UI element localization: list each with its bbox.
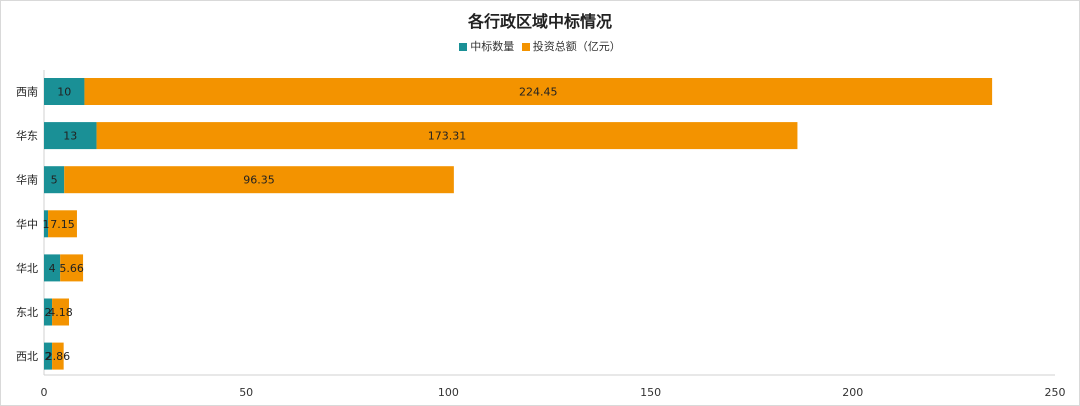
data-label-bid-count-2: 5 (51, 174, 58, 187)
x-tick-label-1: 50 (239, 386, 253, 399)
bar-investment-2 (64, 166, 454, 194)
data-label-bid-count-6: 2 (45, 350, 52, 363)
bar-investment-1 (96, 122, 798, 150)
x-tick-label-5: 250 (1045, 386, 1066, 399)
legend-item-bid-count[interactable]: 中标数量 (459, 38, 514, 54)
category-label-4: 华北 (16, 261, 38, 275)
data-label-investment-1: 173.31 (428, 130, 467, 143)
bar-bid-count-4 (44, 254, 61, 282)
legend-label-bid-count: 中标数量 (470, 40, 515, 53)
bar-bid-count-6 (44, 342, 53, 370)
bar-investment-4 (60, 254, 84, 282)
data-label-bid-count-0: 10 (57, 86, 71, 99)
x-tick-label-2: 100 (438, 386, 459, 399)
chart-title: 各行政区域中标情况 (467, 12, 612, 31)
legend-label-investment: 投资总额（亿元） (532, 40, 621, 53)
legend: 中标数量 投资总额（亿元） (0, 38, 1080, 54)
x-tick-label-4: 200 (842, 386, 863, 399)
data-label-bid-count-3: 1 (43, 218, 50, 231)
bar-investment-3 (48, 210, 77, 238)
bar-bid-count-3 (44, 210, 49, 238)
data-label-bid-count-4: 4 (49, 262, 56, 275)
bar-investment-5 (52, 298, 69, 326)
category-label-6: 西北 (16, 350, 38, 363)
data-label-investment-4: 5.66 (59, 262, 84, 275)
x-tick-label-0: 0 (41, 386, 48, 399)
category-label-0: 西南 (16, 86, 38, 99)
data-label-bid-count-5: 2 (45, 306, 52, 319)
bar-bid-count-0 (44, 78, 85, 105)
category-label-1: 华东 (16, 129, 38, 143)
legend-swatch-bid-count (459, 43, 468, 51)
legend-item-investment[interactable]: 投资总额（亿元） (521, 38, 621, 54)
data-label-bid-count-1: 13 (63, 130, 77, 143)
legend-swatch-investment (521, 43, 530, 51)
bar-bid-count-1 (44, 122, 97, 150)
bar-bid-count-2 (44, 166, 65, 194)
category-label-3: 华中 (16, 217, 38, 231)
data-label-investment-3: 7.15 (50, 218, 75, 231)
category-label-2: 华南 (16, 173, 38, 187)
data-label-investment-5: 4.18 (48, 306, 73, 319)
bar-bid-count-5 (44, 298, 53, 326)
data-label-investment-2: 96.35 (243, 174, 275, 187)
data-label-investment-6: 2.86 (46, 350, 71, 363)
x-tick-label-3: 150 (640, 386, 661, 399)
category-label-5: 东北 (16, 306, 38, 319)
data-label-investment-0: 224.45 (519, 86, 558, 99)
bar-investment-6 (52, 342, 64, 370)
bar-investment-0 (84, 78, 993, 105)
